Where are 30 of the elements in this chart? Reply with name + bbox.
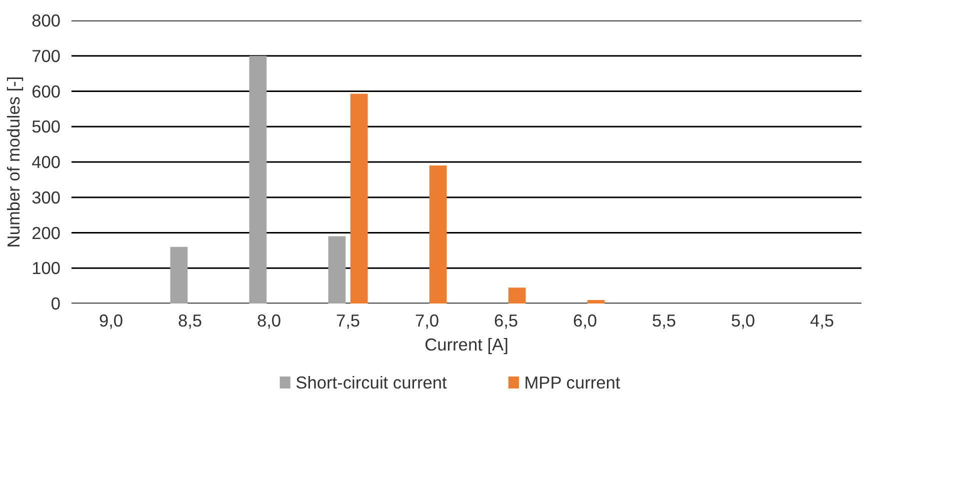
y-tick-label: 600: [32, 81, 61, 102]
legend-label: Short-circuit current: [296, 372, 448, 392]
x-tick-label: 8,0: [256, 310, 282, 330]
y-tick-label: 200: [32, 222, 61, 243]
x-tick-label: 7,0: [414, 310, 440, 330]
y-tick-label: 700: [32, 46, 61, 66]
bar: [170, 246, 188, 304]
x-tick-label: 6,5: [494, 310, 518, 330]
y-tick-label: 500: [32, 116, 61, 137]
y-axis-title: Number of modules [-]: [4, 76, 24, 248]
x-tick-label: 5,0: [730, 310, 756, 330]
y-tick-label: 100: [32, 258, 61, 278]
bar: [587, 300, 605, 304]
x-tick-label: 8,5: [178, 310, 202, 330]
y-tick-label: 0: [50, 294, 61, 314]
x-axis-title: Current [A]: [424, 334, 508, 354]
x-tick-label: 6,0: [572, 310, 598, 330]
x-tick-label: 9,0: [98, 310, 124, 330]
x-tick-label: 7,5: [336, 310, 360, 330]
x-tick-label: 4,5: [810, 310, 834, 330]
y-tick-label: 300: [32, 187, 61, 208]
bar: [328, 236, 346, 304]
legend-label: MPP current: [524, 372, 620, 392]
bar: [429, 166, 447, 304]
x-tick-label: 5,5: [652, 310, 676, 330]
bar: [350, 94, 368, 304]
bar: [508, 288, 526, 304]
y-tick-label: 800: [32, 10, 61, 30]
bar: [249, 56, 267, 304]
y-tick-label: 400: [32, 152, 61, 172]
